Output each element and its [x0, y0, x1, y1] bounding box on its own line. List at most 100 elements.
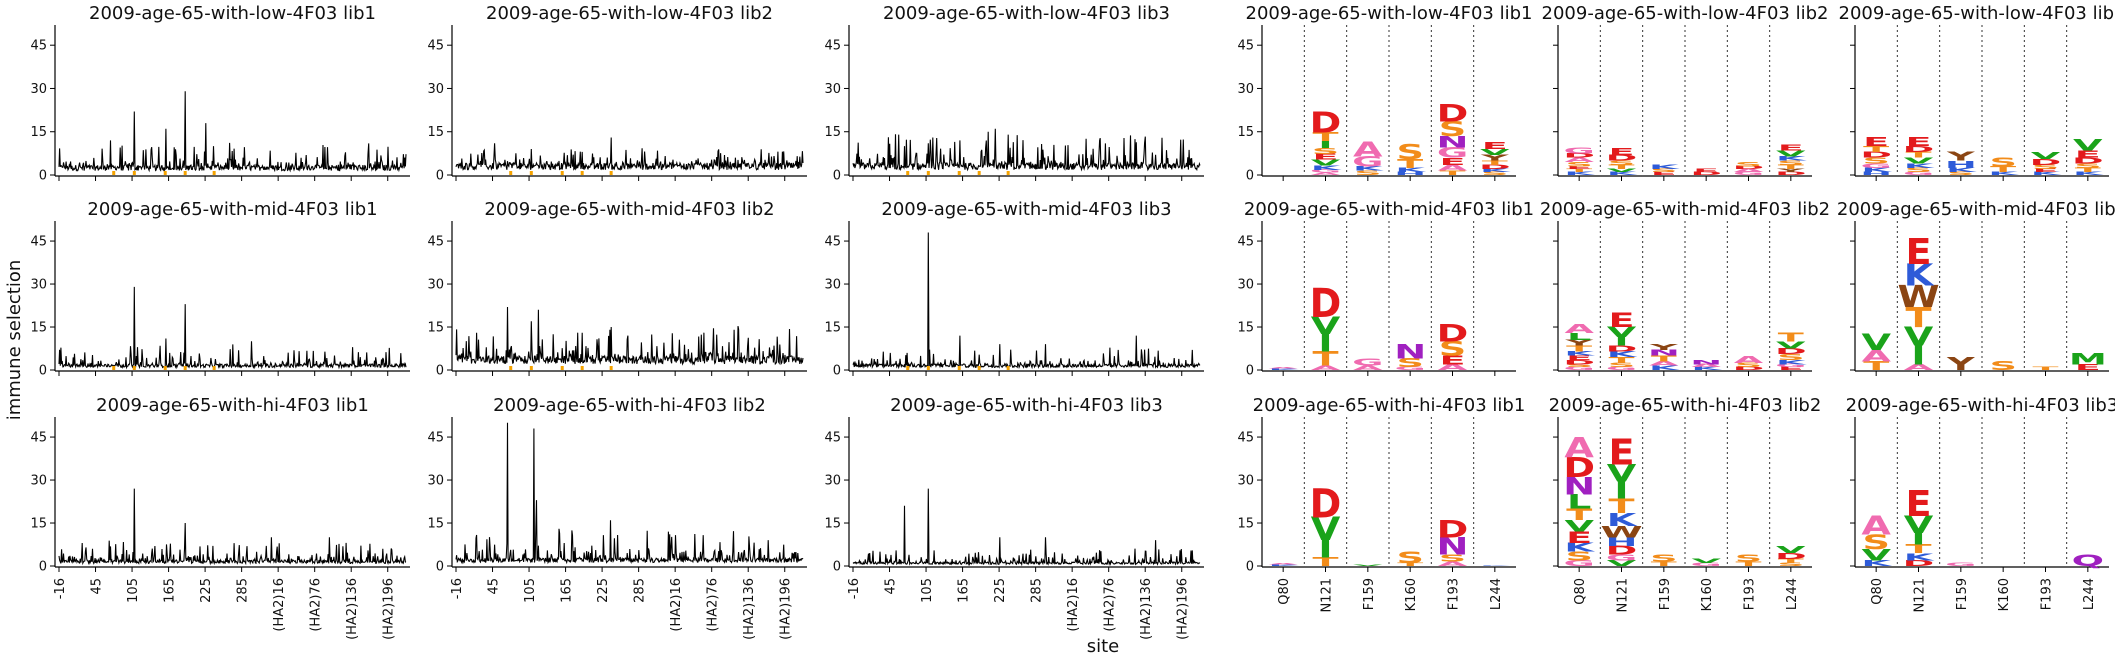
panel-title: 2009-age-65-with-low-4F03 lib3 — [883, 3, 1170, 24]
logo-letter-E: E — [1608, 309, 1634, 332]
logo-letter-V: V — [2031, 150, 2061, 162]
x-tick-label: (HA2)16 — [1066, 578, 1081, 632]
highlight-marker — [183, 366, 187, 370]
logo-letter-M: M — [2069, 350, 2107, 369]
logo-letter-K: K — [2031, 171, 2062, 176]
x-tick-label: (HA2)196 — [1176, 578, 1191, 640]
logo-letter-T: T — [1863, 359, 1890, 373]
logo-letter-A: A — [1861, 511, 1891, 541]
logo-letter-Y: Y — [1946, 354, 1975, 375]
logo-letter-K: K — [1776, 359, 1807, 366]
highlight-marker — [529, 366, 533, 370]
logo-letter-K: K — [1904, 258, 1935, 293]
logo-letter-Y: Y — [1649, 342, 1679, 352]
logo-letter-G: G — [1564, 558, 1595, 568]
y-tick-label: 0 — [436, 560, 444, 575]
selection-line — [455, 137, 804, 172]
x-tick-label: (HA2)76 — [1103, 578, 1118, 632]
logo-letter-A: A — [1268, 367, 1298, 369]
x-tick-label: L244 — [1785, 578, 1800, 610]
logo-letter-T: T — [1778, 330, 1805, 344]
logo-panel: 2009-age-65-with-hi-4F03 lib1 0 15 30 45 Q80 N… — [1237, 395, 1525, 613]
highlight-marker — [977, 366, 981, 370]
panel-title: 2009-age-65-with-mid-4F03 lib1 — [87, 199, 377, 220]
logo-letter-S: S — [2032, 164, 2059, 171]
x-tick-label: 225 — [596, 578, 611, 603]
logo-letter-S: S — [1777, 352, 1804, 362]
logo-letter-E: E — [2032, 169, 2058, 174]
x-tick-label: F159 — [1658, 578, 1673, 610]
logo-letter-T: T — [1566, 344, 1592, 354]
logo-letter-T: T — [1608, 495, 1634, 518]
logo-letter-N: N — [1394, 341, 1426, 364]
logo-letter-S: S — [1312, 146, 1340, 156]
logo-letter-S: S — [1735, 552, 1762, 564]
x-tick-label: 105 — [920, 578, 935, 603]
panel-title: 2009-age-65-with-hi-4F03 lib3 — [1846, 395, 2115, 416]
x-tick-label: 45 — [90, 578, 105, 595]
logo-letter-G: G — [1733, 171, 1764, 176]
logo-letter-T: T — [1778, 164, 1805, 171]
logo-letter-K: K — [1904, 163, 1935, 170]
logo-letter-K: K — [1649, 164, 1680, 171]
logo-letter-K: K — [1480, 565, 1511, 566]
y-tick-label: 45 — [1237, 235, 1254, 250]
logo-letter-I: I — [1318, 535, 1332, 564]
logo-letter-S: S — [1608, 160, 1635, 167]
highlight-marker — [183, 171, 187, 175]
logo-letter-K: K — [1861, 558, 1893, 568]
y-tick-label: 30 — [824, 278, 841, 293]
logo-letter-D: D — [1775, 551, 1807, 561]
logo-letter-V: V — [1607, 459, 1637, 488]
x-tick-label: F159 — [1362, 578, 1377, 610]
y-tick-label: 30 — [427, 82, 444, 97]
highlight-marker — [560, 171, 564, 175]
logo-letter-E: E — [1439, 353, 1465, 367]
logo-letter-I: I — [1911, 340, 1925, 370]
logo-letter-H: H — [1945, 158, 1977, 170]
logo-letter-V: V — [1904, 510, 1934, 539]
x-tick-label: 165 — [163, 578, 178, 603]
x-tick-label: (HA2)136 — [1139, 578, 1154, 640]
logo-letter-K: K — [1946, 167, 1977, 174]
y-tick-label: 45 — [1237, 431, 1254, 446]
x-tick-label: 165 — [957, 578, 972, 603]
logo-letter-G: G — [1775, 364, 1806, 369]
logo-letter-E: E — [1608, 145, 1634, 157]
panel-title: 2009-age-65-with-hi-4F03 lib2 — [493, 395, 766, 416]
logo-letter-I: I — [1911, 530, 1925, 549]
logo-letter-A: A — [1904, 362, 1934, 372]
highlight-marker — [580, 171, 584, 175]
logo-letter-K: K — [1649, 365, 1680, 372]
y-tick-label: 0 — [436, 364, 444, 379]
logo-letter-V: V — [1776, 544, 1806, 556]
logo-panel: 2009-age-65-with-low-4F03 lib3HKGSDTEGSK… — [1839, 3, 2115, 181]
highlight-marker — [163, 366, 167, 370]
y-tick-label: 15 — [427, 125, 444, 140]
panel-title: 2009-age-65-with-low-4F03 lib1 — [1246, 3, 1533, 24]
x-tick-label: F193 — [2040, 578, 2055, 610]
highlight-marker — [163, 171, 167, 175]
logo-letter-T: T — [1990, 165, 2016, 175]
logo-letter-G: G — [1861, 163, 1892, 170]
logo-letter-S: S — [1439, 552, 1466, 564]
x-tick-label: L244 — [2082, 578, 2097, 610]
panel-title: 2009-age-65-with-low-4F03 lib1 — [89, 3, 376, 24]
logo-letter-G: G — [1903, 171, 1934, 176]
logo-letter-K: K — [1353, 165, 1384, 172]
logo-letter-D: D — [1563, 359, 1595, 366]
logo-letter-K: K — [1480, 169, 1511, 174]
logo-letter-I: I — [1318, 139, 1332, 151]
logo-letter-K: K — [1861, 167, 1892, 174]
logo-letter-K: K — [1607, 171, 1638, 176]
logo-letter-S: S — [1439, 338, 1466, 361]
logo-letter-S: S — [1565, 364, 1592, 369]
panel-title: 2009-age-65-with-mid-4F03 lib1 — [1244, 199, 1534, 220]
logo-letter-K: K — [1564, 541, 1595, 555]
x-tick-label: Q80 — [1573, 578, 1588, 605]
line-panel: 2009-age-65-with-mid-4F03 lib2 0 15 30 45 — [427, 199, 807, 379]
highlight-marker — [977, 171, 981, 175]
x-tick-label: Q80 — [1870, 578, 1885, 605]
logo-letter-D: D — [1606, 344, 1638, 354]
